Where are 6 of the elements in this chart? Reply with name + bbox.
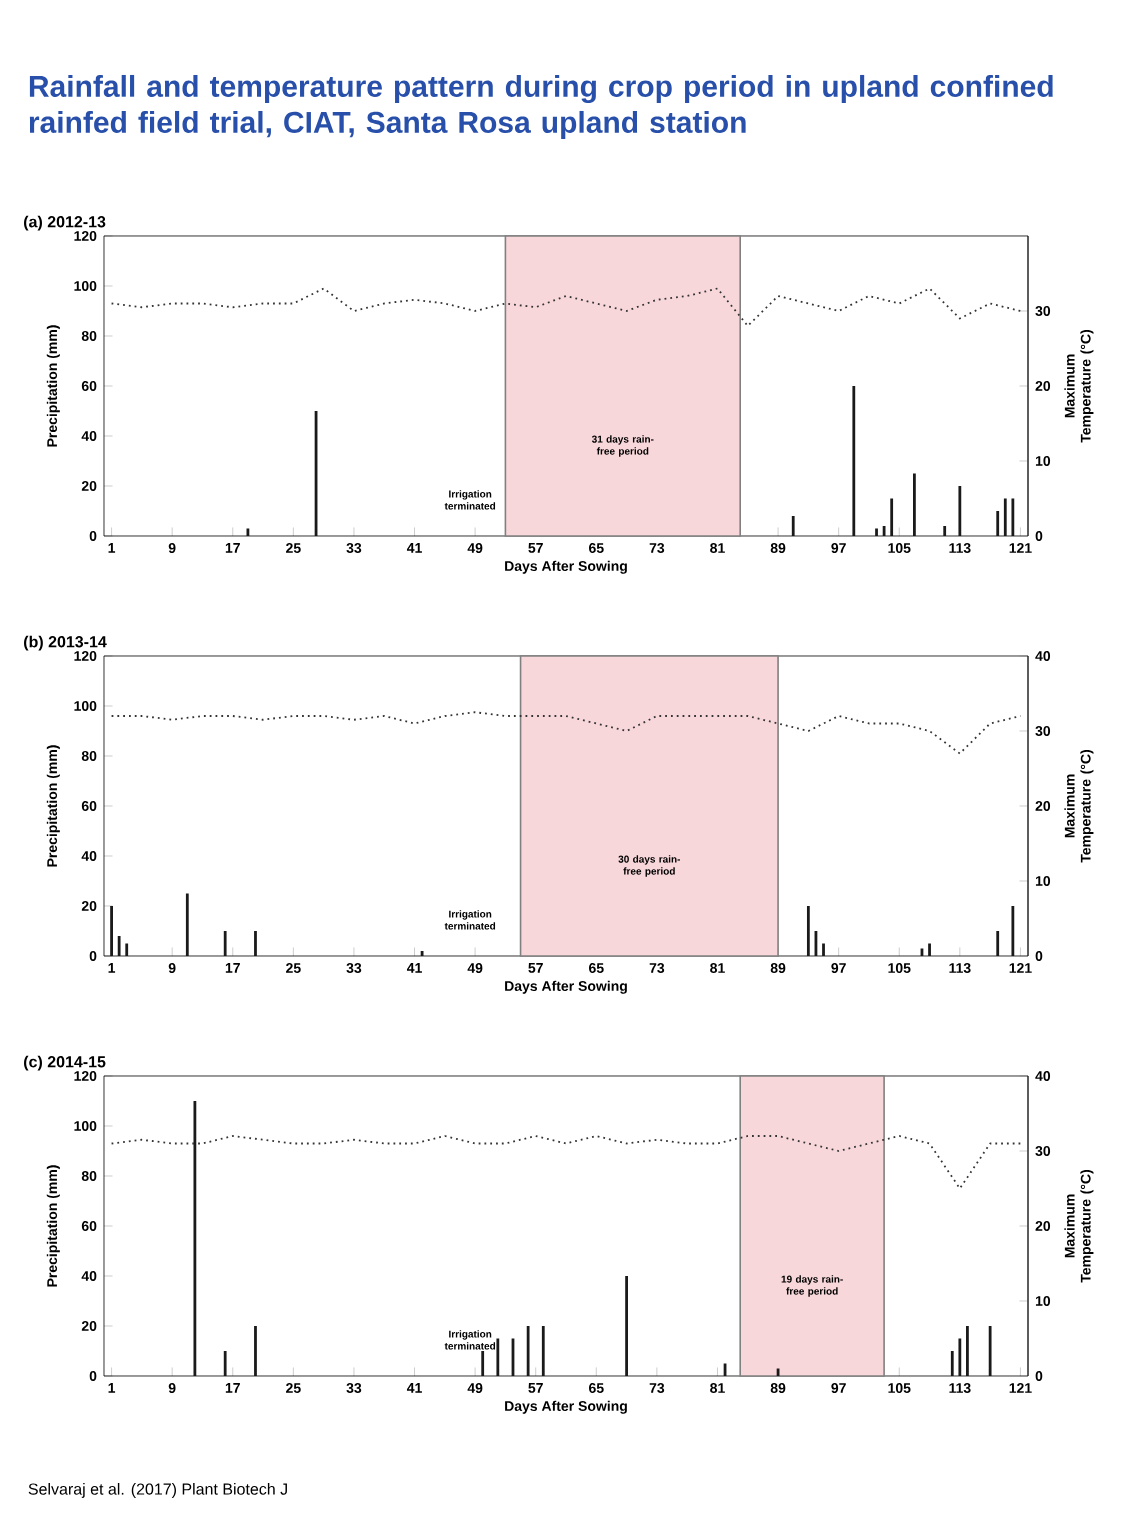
chart-subtitle: (c) 2014-15 (24, 1055, 106, 1071)
chart-subtitle: (b) 2013-14 (24, 635, 107, 651)
text: Selvaraj et al. (2017) Plant Biotech J (28, 1483, 287, 1498)
chart-title: Rainfall and temperature pattern during crop period in upland confined rainfed field trial, CIAT, Santa Rosa upland station (29, 74, 1053, 139)
chart-subtitle: (a) 2012-13 (24, 215, 106, 231)
line-series (110, 287, 1022, 327)
